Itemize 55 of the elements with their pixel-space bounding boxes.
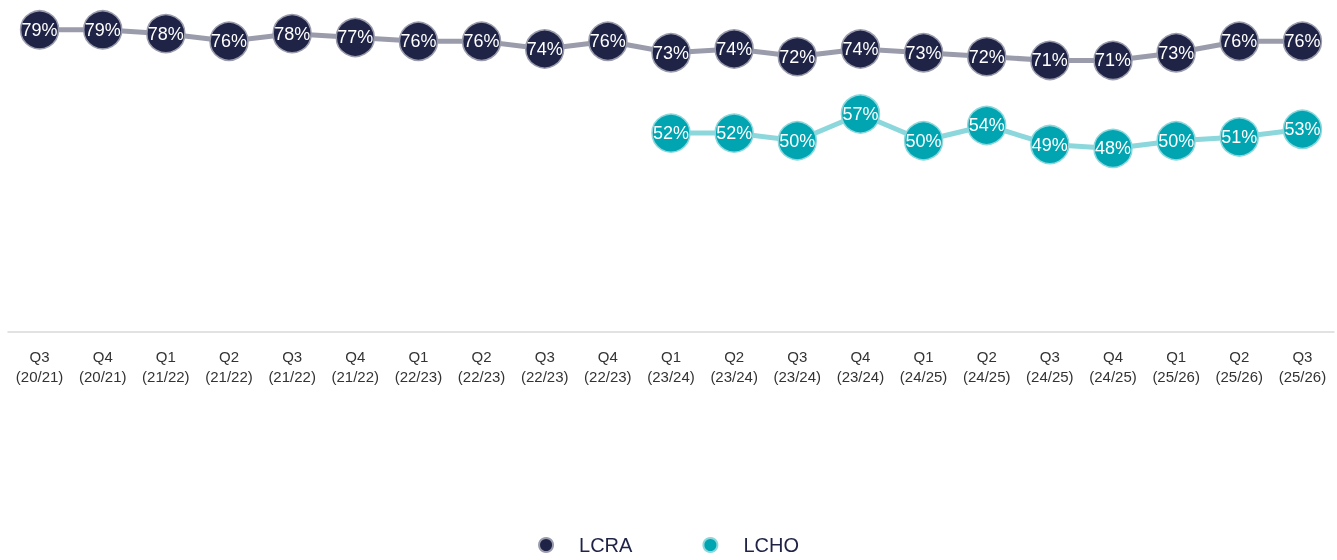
x-tick-label: Q2 (21/22) <box>205 347 253 385</box>
data-label: 54% <box>968 115 1005 136</box>
data-label: 78% <box>274 23 311 44</box>
x-tick-label: Q4 (20/21) <box>78 347 127 385</box>
x-tick-label: Q2 (23/24) <box>710 347 758 385</box>
data-label: 52% <box>652 123 690 144</box>
x-tick-label: Q4 (21/22) <box>331 347 380 385</box>
data-label: 53% <box>1284 119 1321 140</box>
data-label: 71% <box>1031 50 1068 71</box>
data-label: 51% <box>1221 126 1258 147</box>
data-label: 76% <box>589 31 626 52</box>
x-tick-label: Q1 (22/23) <box>394 347 443 385</box>
data-label: 73% <box>1158 42 1195 63</box>
data-label: 77% <box>337 27 374 48</box>
data-label: 57% <box>842 103 879 124</box>
x-tick-label: Q2 (24/25) <box>962 347 1011 385</box>
data-label: 76% <box>1284 31 1321 52</box>
data-label: 50% <box>779 130 816 151</box>
x-tick-label: Q4 (24/25) <box>1089 347 1137 385</box>
legend-label: LCRA <box>579 534 634 556</box>
x-tick-label: Q1 (21/22) <box>142 347 190 385</box>
x-tick-label: Q3 (22/23) <box>520 347 569 385</box>
x-tick-label: Q4 (23/24) <box>836 347 885 385</box>
data-label: 74% <box>842 38 879 59</box>
data-label: 76% <box>463 31 500 52</box>
x-tick-label: Q1 (24/25) <box>899 347 948 385</box>
data-label: 78% <box>147 23 184 44</box>
legend-label: LCHO <box>743 534 799 556</box>
data-label: 72% <box>968 46 1005 67</box>
data-label: 71% <box>1094 50 1132 71</box>
data-label: 74% <box>716 38 753 59</box>
x-tick-label: Q3 (21/22) <box>268 347 316 385</box>
data-label: 49% <box>1031 134 1068 155</box>
x-tick-label: Q4 (22/23) <box>584 347 632 385</box>
data-label: 50% <box>1158 130 1195 151</box>
data-label: 73% <box>652 42 690 63</box>
x-tick-label: Q1 (23/24) <box>647 347 695 385</box>
data-label: 76% <box>210 31 248 52</box>
data-label: 79% <box>84 19 121 40</box>
data-label: 73% <box>905 42 942 63</box>
data-label: 76% <box>1221 31 1258 52</box>
x-tick-label: Q1 (25/26) <box>1152 347 1200 385</box>
data-label: 50% <box>905 130 942 151</box>
x-tick-label: Q3 (23/24) <box>773 347 822 385</box>
x-tick-label: Q2 (22/23) <box>457 347 506 385</box>
x-tick-label: Q2 (25/26) <box>1215 347 1264 385</box>
data-label: 52% <box>716 123 753 144</box>
data-label: 48% <box>1094 138 1132 159</box>
data-label: 76% <box>400 31 437 52</box>
data-label: 79% <box>21 19 58 40</box>
x-tick-label: Q3 (20/21) <box>15 347 64 385</box>
x-tick-label: Q3 (25/26) <box>1278 347 1327 385</box>
data-label: 74% <box>526 38 563 59</box>
x-tick-label: Q3 (24/25) <box>1026 347 1074 385</box>
data-label: 72% <box>779 46 816 67</box>
